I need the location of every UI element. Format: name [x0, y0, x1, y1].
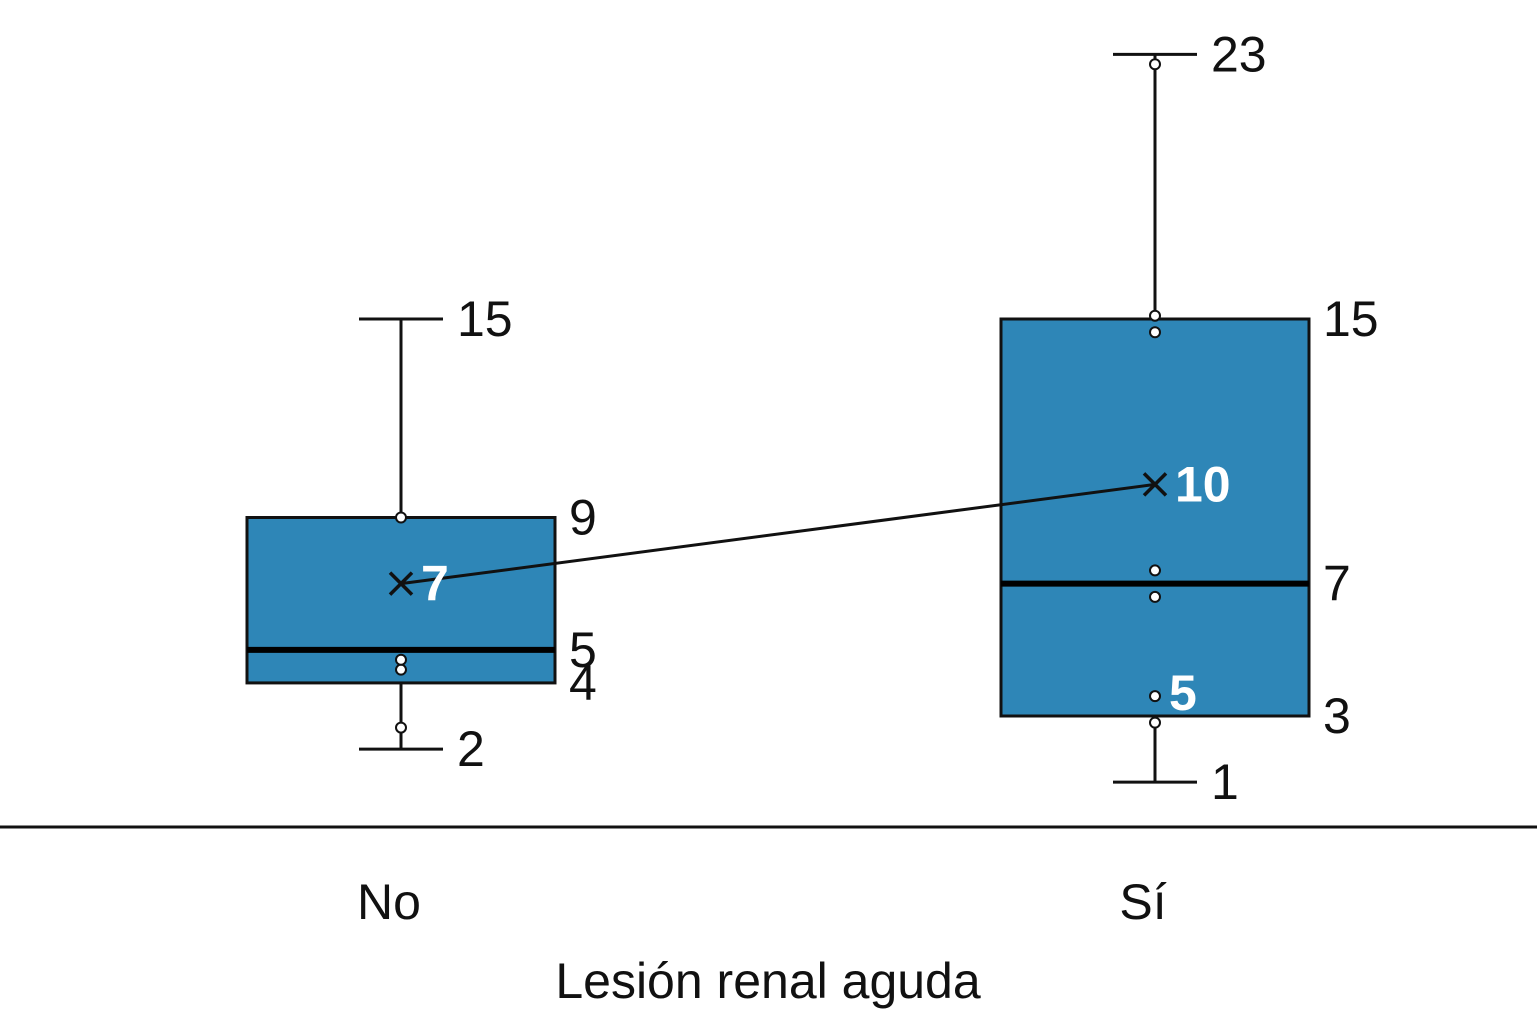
mean-marker-stroke-b	[1142, 472, 1168, 497]
data-point	[395, 653, 407, 666]
data-point	[1149, 58, 1161, 71]
data-point	[1149, 690, 1161, 703]
box-iqr	[999, 317, 1311, 718]
label-mean: 10	[1175, 456, 1231, 512]
label-q3: 9	[569, 490, 597, 546]
label-min: 1	[1211, 754, 1239, 810]
category-label: No	[357, 874, 421, 930]
box-group-no	[245, 317, 557, 751]
x-axis-title: Lesión renal aguda	[555, 953, 981, 1009]
label-min: 2	[457, 721, 485, 777]
label-inner: 5	[1169, 665, 1197, 721]
label-max: 23	[1211, 26, 1267, 82]
label-q1: 4	[569, 655, 597, 711]
boxes-layer	[245, 52, 1311, 784]
mean-marker	[388, 571, 414, 596]
label-q1: 3	[1323, 688, 1351, 744]
data-point	[395, 663, 407, 676]
data-point	[1149, 716, 1161, 729]
label-q3: 15	[1323, 291, 1379, 347]
label-median: 7	[1323, 556, 1351, 612]
category-label: Sí	[1119, 874, 1166, 930]
mean-marker	[1142, 472, 1168, 497]
label-mean: 7	[421, 556, 449, 612]
box-group-si	[999, 52, 1311, 784]
data-point	[395, 511, 407, 524]
data-point	[1149, 309, 1161, 322]
mean-layer	[388, 472, 1168, 596]
mean-marker-stroke-b	[388, 571, 414, 596]
data-point	[1149, 564, 1161, 577]
data-point	[1149, 326, 1161, 339]
label-median: 5	[569, 622, 597, 678]
mean-connector-line	[400, 482, 1156, 586]
data-point	[395, 721, 407, 734]
label-max: 15	[457, 291, 513, 347]
data-point	[1149, 590, 1161, 603]
